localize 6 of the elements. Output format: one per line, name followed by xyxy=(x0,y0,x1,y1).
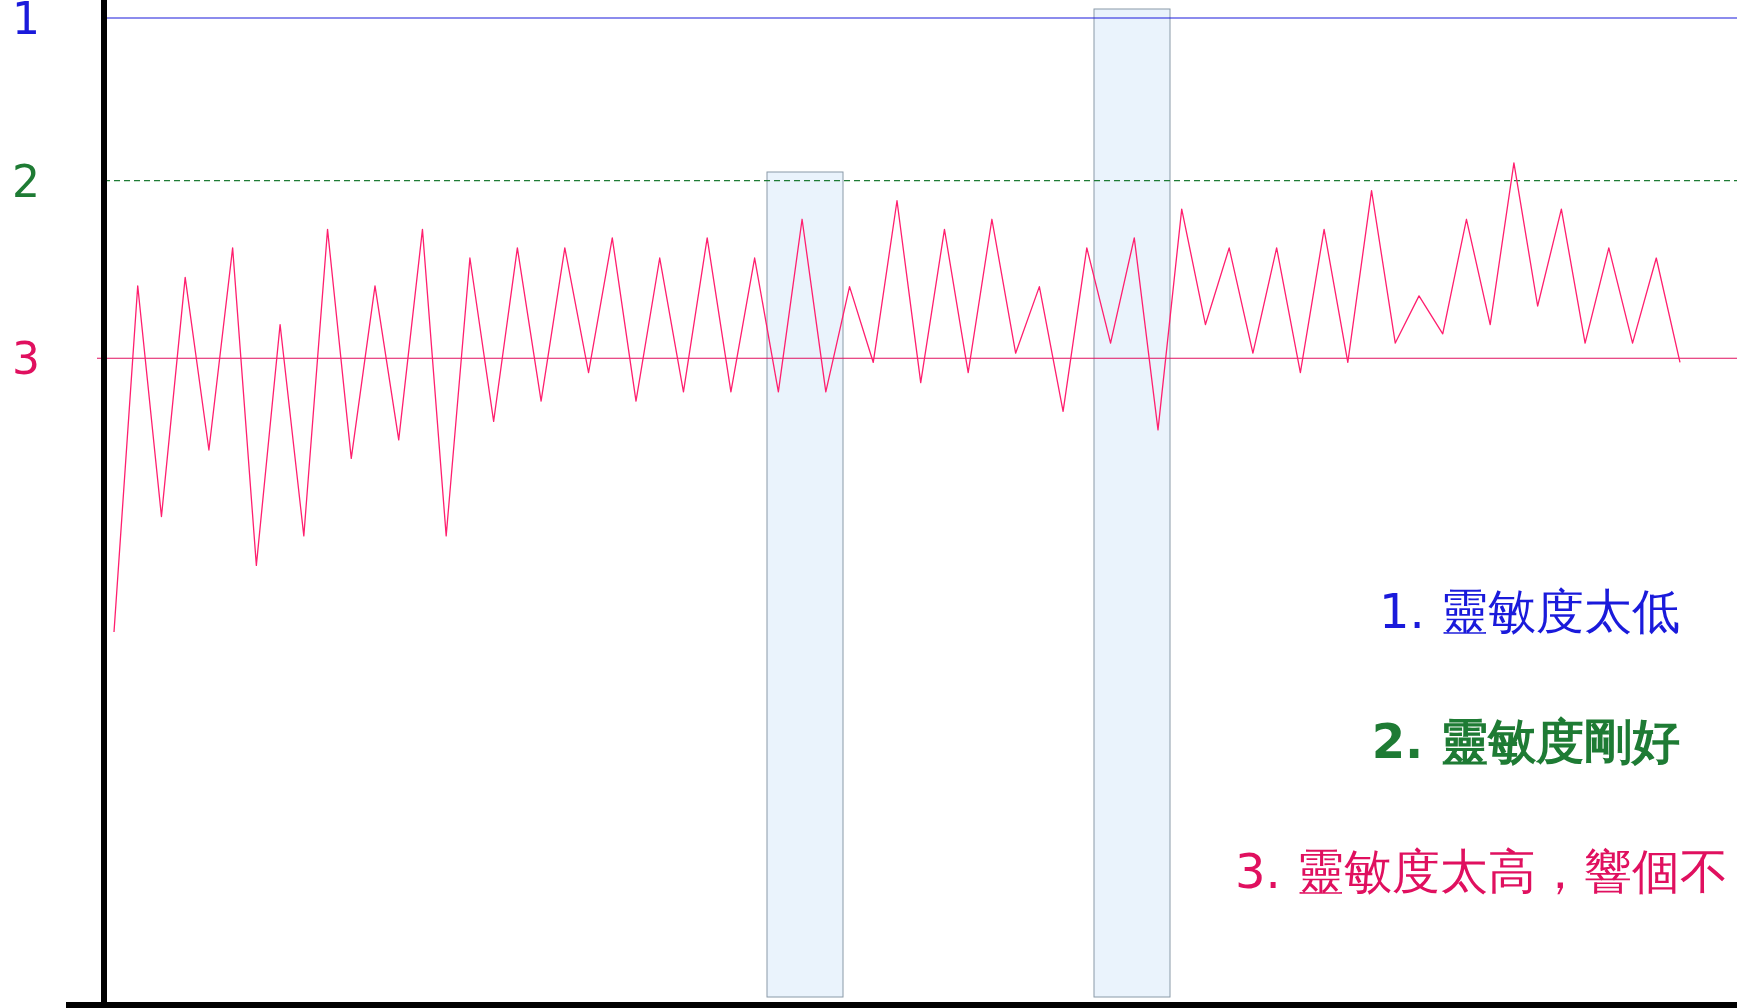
text: 2 xyxy=(12,155,40,207)
text: 3 xyxy=(12,333,40,385)
text: 1 xyxy=(12,0,40,44)
annotation: 1. 靈敏度太低 xyxy=(1378,583,1680,639)
annotation: 2. 靈敏度剛好 xyxy=(1371,713,1680,769)
annotation: 3. 靈敏度太高，響個不 xyxy=(1234,843,1728,899)
